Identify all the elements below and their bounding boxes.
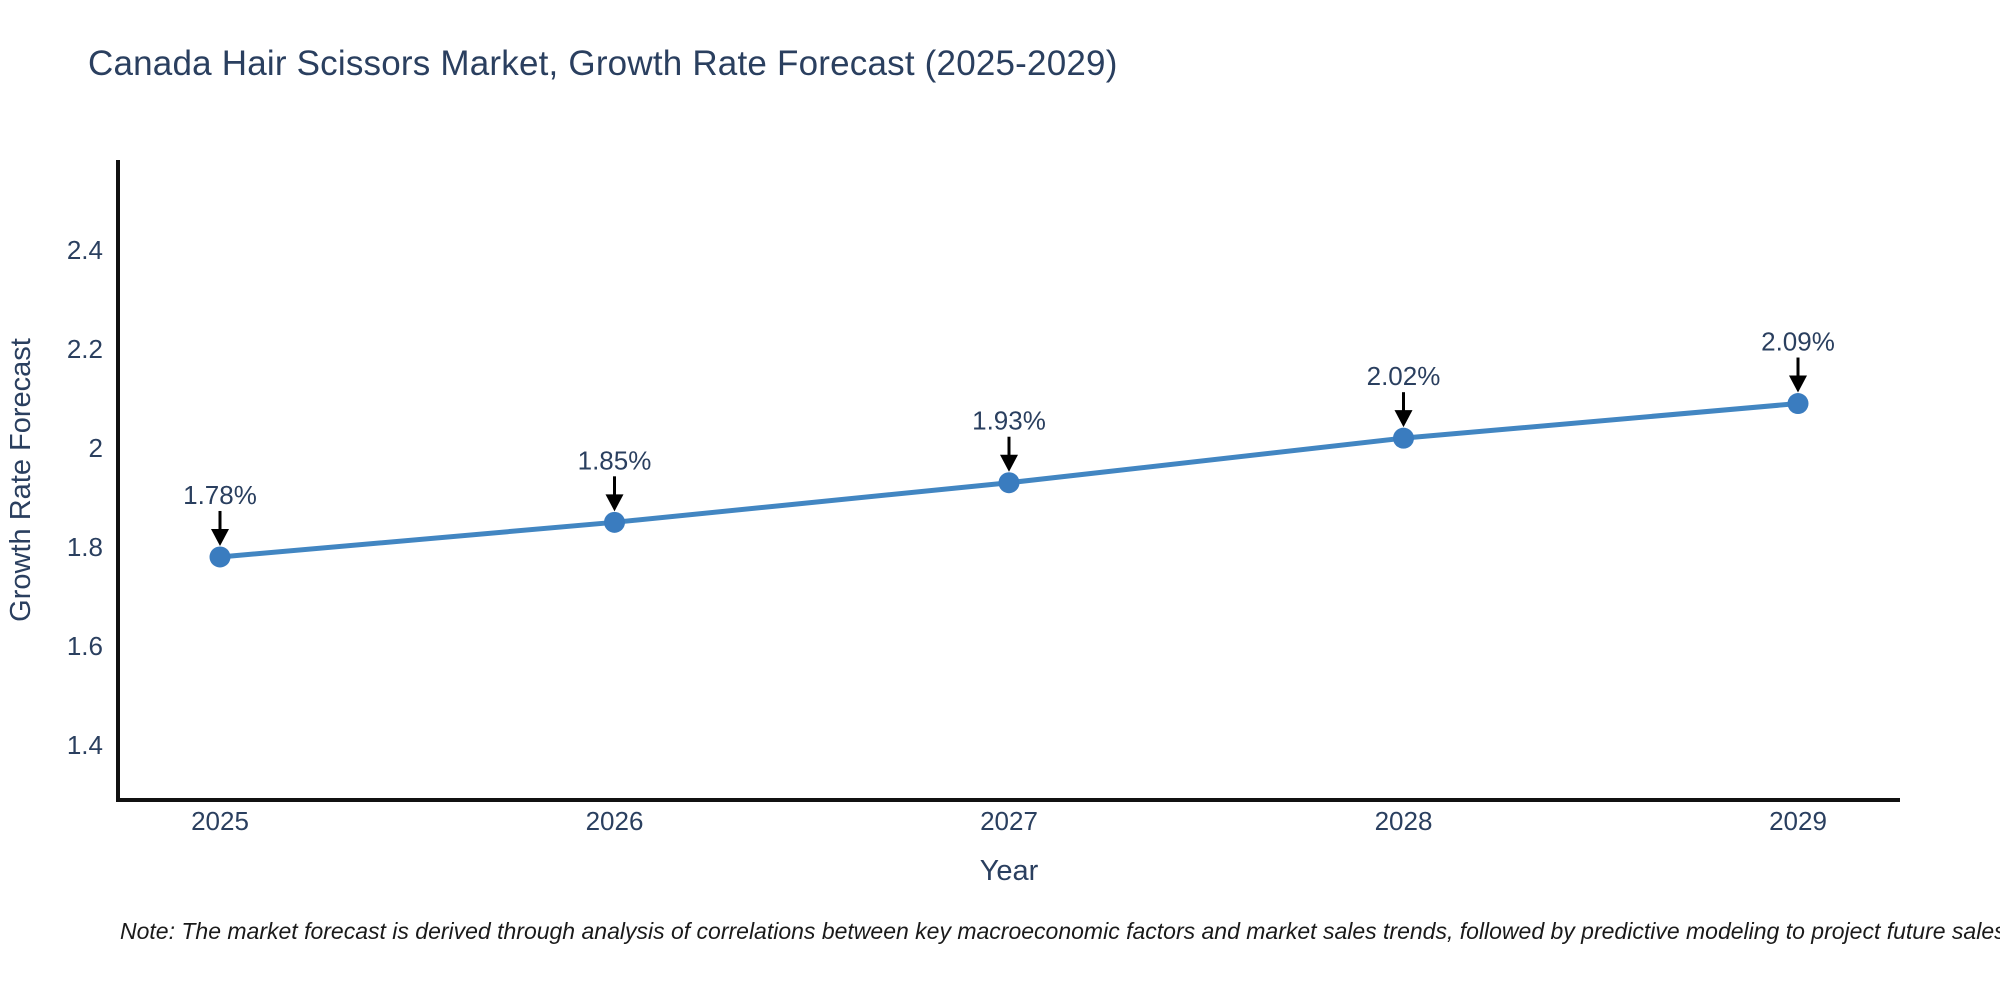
annotation-arrowhead [1394,410,1413,428]
x-tick-label: 2028 [1375,806,1433,836]
y-tick-label: 1.8 [67,532,103,562]
data-point-label: 1.93% [972,406,1046,436]
y-tick-label: 1.4 [67,730,103,760]
data-point-marker[interactable] [604,511,625,533]
data-point-marker[interactable] [998,472,1020,494]
annotation-arrowhead [1000,454,1018,472]
y-axis-title: Growth Rate Forecast [5,338,37,622]
x-tick-label: 2029 [1769,806,1827,836]
data-point-label: 2.02% [1367,361,1441,391]
annotation-arrowhead [1789,375,1807,393]
annotation-arrowhead [211,528,229,546]
x-tick-label: 2027 [980,806,1038,836]
x-tick-label: 2026 [586,806,644,836]
y-tick-label: 1.6 [67,631,103,661]
x-tick-label: 2025 [191,806,249,836]
y-tick-label: 2.4 [67,235,103,265]
x-axis-title: Year [980,855,1039,887]
data-point-label: 1.85% [578,445,652,475]
data-point-marker[interactable] [209,546,231,568]
y-tick-label: 2.2 [67,334,103,364]
y-tick-label: 2 [89,433,103,463]
data-point-label: 2.09% [1761,327,1835,357]
data-point-marker[interactable] [1393,427,1414,449]
chart-title: Canada Hair Scissors Market, Growth Rate… [88,44,1118,83]
footnote: Note: The market forecast is derived thr… [120,918,2000,944]
data-point-label: 1.78% [183,480,257,510]
data-point-marker[interactable] [1787,393,1809,415]
annotation-arrowhead [605,494,624,512]
